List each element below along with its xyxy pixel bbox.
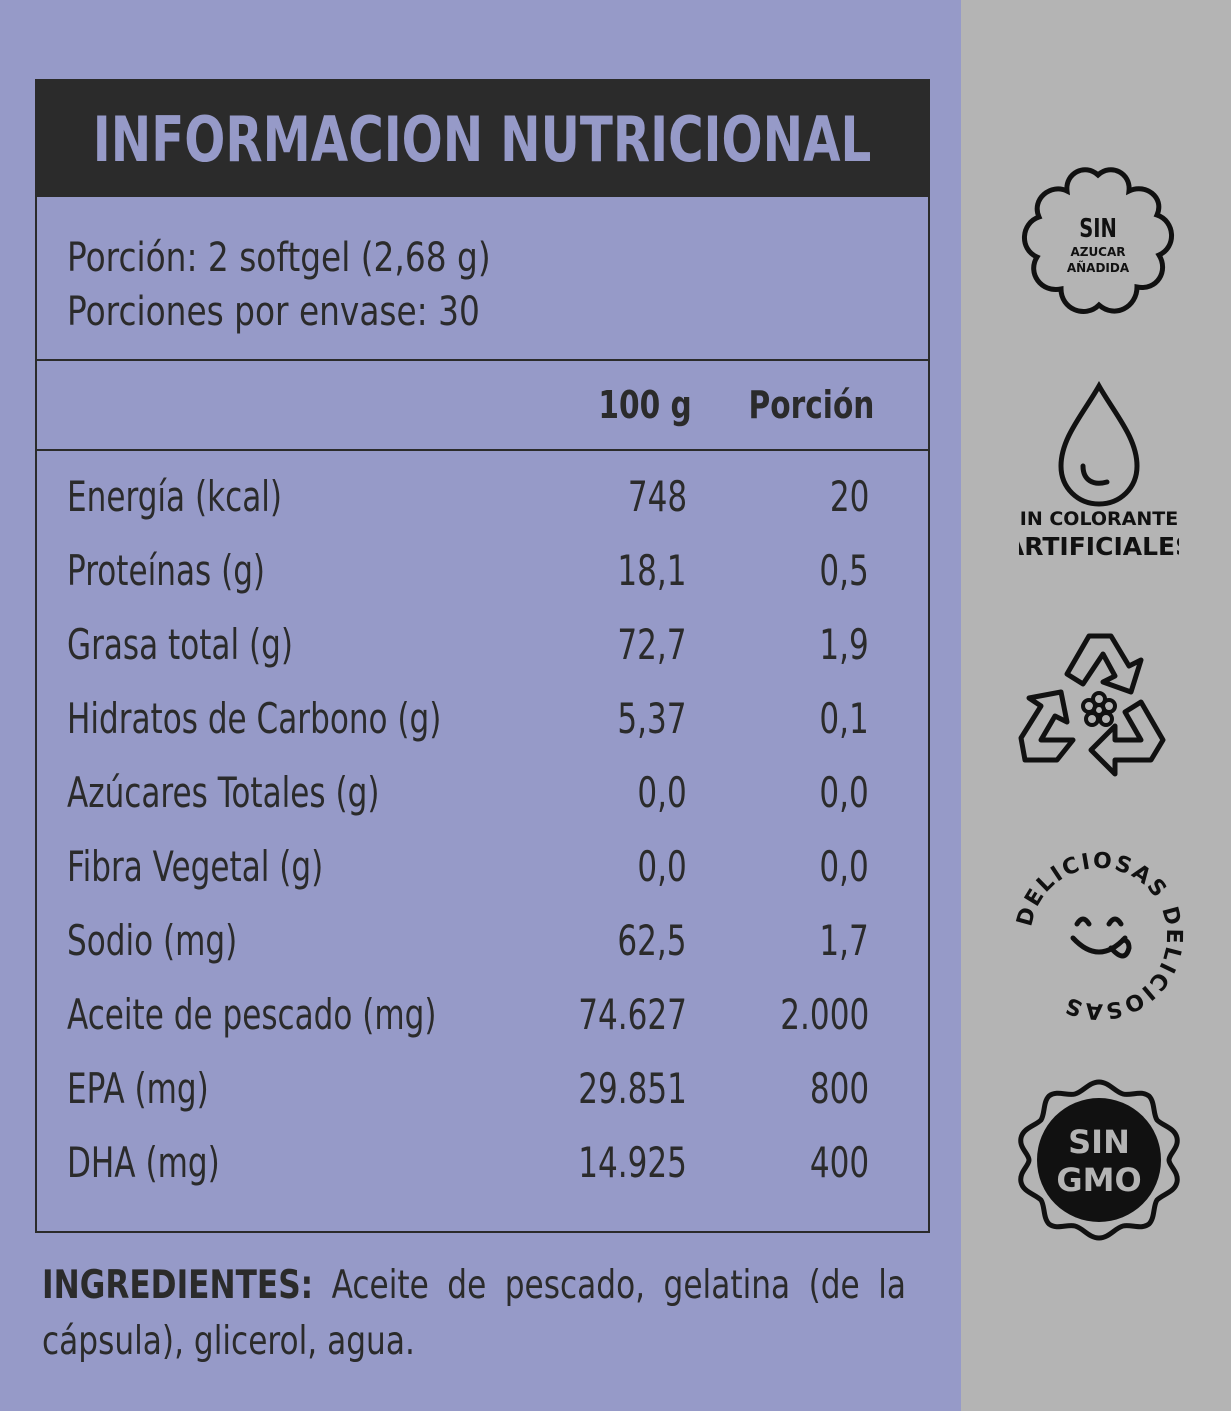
- badge-sugar-line3: AÑADIDA: [1067, 260, 1130, 275]
- value-100g: 74.627: [578, 990, 687, 1039]
- ingredients-text: INGREDIENTES: Aceite de pescado, gelatin…: [42, 1258, 906, 1370]
- recycle-icon: [1018, 633, 1166, 777]
- nutrient-name: Energía (kcal): [67, 472, 283, 521]
- table-row: EPA (mg) 29.851 800: [37, 1056, 928, 1130]
- svg-text:DELICIOSAS DELICIOSAS: DELICIOSAS DELICIOSAS: [1013, 850, 1185, 1022]
- nutrient-name: Fibra Vegetal (g): [67, 842, 324, 891]
- nutrient-name: Grasa total (g): [67, 620, 293, 669]
- table-row: Energía (kcal) 748 20: [37, 464, 928, 538]
- value-portion: 20: [829, 472, 869, 521]
- value-portion: 400: [809, 1138, 869, 1187]
- value-portion: 0,1: [819, 694, 869, 743]
- nutrient-name: Azúcares Totales (g): [67, 768, 380, 817]
- column-header-100g: 100 g: [598, 383, 692, 427]
- table-row: Hidratos de Carbono (g) 5,37 0,1: [37, 686, 928, 760]
- value-100g: 62,5: [617, 916, 687, 965]
- value-100g: 18,1: [617, 546, 687, 595]
- value-portion: 800: [809, 1064, 869, 1113]
- servings-per-container: Porciones por envase: 30: [67, 289, 480, 335]
- delicious-badge: DELICIOSAS DELICIOSAS: [1013, 850, 1185, 1022]
- badge-delicious-text: DELICIOSAS DELICIOSAS: [1013, 850, 1184, 1022]
- table-row: Aceite de pescado (mg) 74.627 2.000: [37, 982, 928, 1056]
- divider: [37, 449, 928, 451]
- nutrient-name: Aceite de pescado (mg): [67, 990, 437, 1039]
- no-added-sugar-badge: SIN AZUCAR AÑADIDA: [1019, 163, 1177, 319]
- scalloped-seal-icon: SIN GMO: [1018, 1079, 1180, 1241]
- tongue-face-icon: DELICIOSAS DELICIOSAS: [1013, 850, 1185, 1022]
- value-portion: 0,0: [819, 768, 869, 817]
- badge-colorants-line1: SIN COLORANTES: [1019, 508, 1179, 530]
- ingredients-list: Aceite de pescado, gelatina (de la cápsu…: [42, 1263, 906, 1364]
- badge-sugar-line2: AZUCAR: [1070, 245, 1125, 259]
- value-100g: 748: [627, 472, 687, 521]
- value-100g: 0,0: [637, 842, 687, 891]
- value-100g: 5,37: [617, 694, 687, 743]
- nutrient-name: Sodio (mg): [67, 916, 238, 965]
- table-row: Fibra Vegetal (g) 0,0 0,0: [37, 834, 928, 908]
- page-title: INFORMACION NUTRICIONAL: [93, 102, 872, 176]
- table-row: Azúcares Totales (g) 0,0 0,0: [37, 760, 928, 834]
- serving-size: Porción: 2 softgel (2,68 g): [67, 235, 491, 281]
- nutrition-panel: INFORMACION NUTRICIONAL Porción: 2 softg…: [35, 79, 930, 1233]
- badge-gmo-line2: GMO: [1056, 1161, 1141, 1199]
- recycle-badge: [1017, 622, 1181, 778]
- badge-gmo-line1: SIN: [1068, 1123, 1130, 1161]
- table-row: DHA (mg) 14.925 400: [37, 1130, 928, 1204]
- nutrient-name: Proteínas (g): [67, 546, 266, 595]
- badge-colorants-line2: ARTIFICIALES: [1019, 532, 1179, 561]
- divider: [37, 359, 928, 361]
- value-100g: 14.925: [578, 1138, 687, 1187]
- nutrient-name: DHA (mg): [67, 1138, 220, 1187]
- table-row: Proteínas (g) 18,1 0,5: [37, 538, 928, 612]
- value-100g: 72,7: [617, 620, 687, 669]
- nutrient-table: Energía (kcal) 748 20 Proteínas (g) 18,1…: [37, 464, 928, 1204]
- no-artificial-colors-badge: SIN COLORANTES ARTIFICIALES: [1019, 380, 1179, 565]
- value-100g: 0,0: [637, 768, 687, 817]
- no-gmo-badge: SIN GMO: [1017, 1078, 1181, 1242]
- title-bar: INFORMACION NUTRICIONAL: [37, 81, 928, 197]
- table-row: Grasa total (g) 72,7 1,9: [37, 612, 928, 686]
- badge-sugar-line1: SIN: [1079, 214, 1117, 243]
- nutrient-name: Hidratos de Carbono (g): [67, 694, 442, 743]
- badges-sidebar: SIN AZUCAR AÑADIDA SIN COLORANTES ARTIFI…: [961, 0, 1231, 1411]
- serving-info: Porción: 2 softgel (2,68 g) Porciones po…: [67, 231, 491, 339]
- value-portion: 0,0: [819, 842, 869, 891]
- value-100g: 29.851: [578, 1064, 687, 1113]
- nutrient-name: EPA (mg): [67, 1064, 209, 1113]
- flower-badge-icon: SIN AZUCAR AÑADIDA: [1022, 167, 1174, 315]
- table-row: Sodio (mg) 62,5 1,7: [37, 908, 928, 982]
- flower-icon: [1081, 691, 1117, 727]
- water-drop-icon: SIN COLORANTES ARTIFICIALES: [1019, 380, 1179, 561]
- value-portion: 0,5: [819, 546, 869, 595]
- label-background: INFORMACION NUTRICIONAL Porción: 2 softg…: [0, 0, 961, 1411]
- ingredients-label: INGREDIENTES:: [42, 1263, 314, 1308]
- value-portion: 1,9: [819, 620, 869, 669]
- value-portion: 2.000: [780, 990, 869, 1039]
- value-portion: 1,7: [819, 916, 869, 965]
- column-header-portion: Porción: [748, 383, 874, 427]
